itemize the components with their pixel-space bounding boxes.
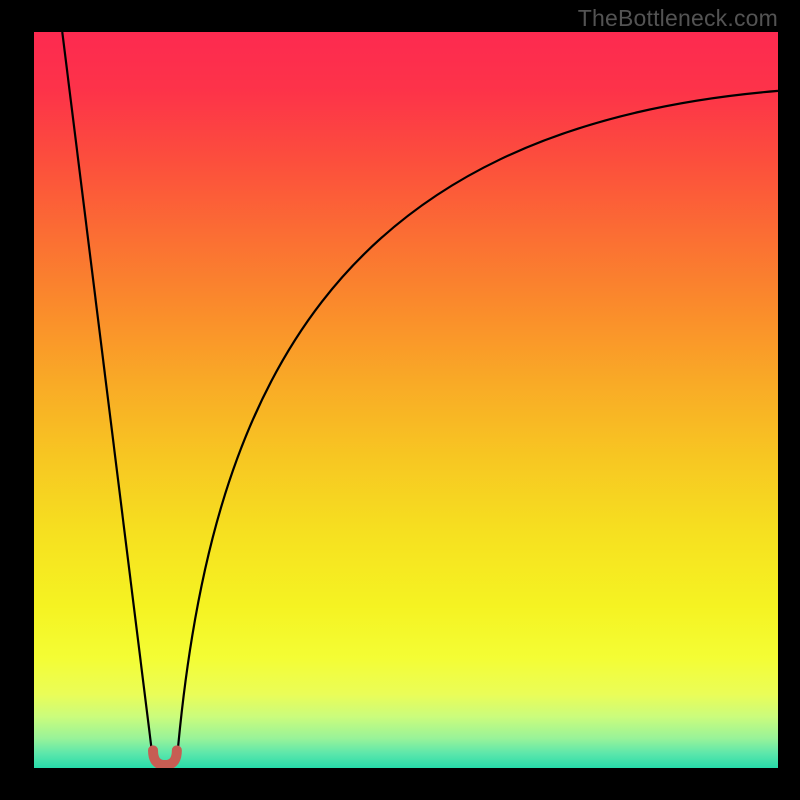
- watermark-text: TheBottleneck.com: [578, 5, 778, 32]
- chart-container: TheBottleneck.com: [0, 0, 800, 800]
- plot-background: [34, 32, 778, 768]
- chart-svg: [0, 0, 800, 800]
